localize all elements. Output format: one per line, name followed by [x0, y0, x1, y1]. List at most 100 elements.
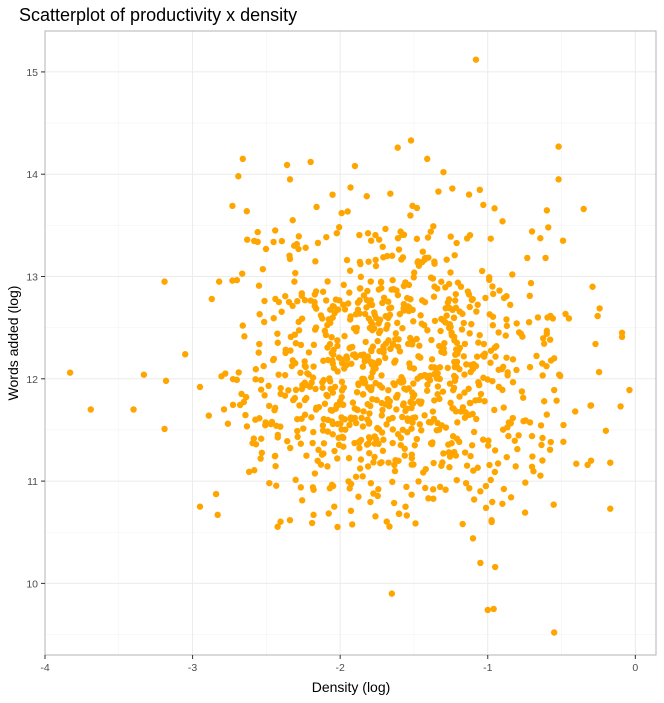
x-tick-label: -2 [335, 662, 344, 674]
scatter-point [431, 397, 438, 404]
scatter-point [256, 415, 263, 422]
scatter-point [416, 421, 424, 428]
chart-title: Scatterplot of productivity x density [19, 5, 297, 25]
scatter-point [359, 473, 366, 480]
scatter-point [297, 484, 305, 491]
scatter-point [235, 369, 242, 376]
scatter-point [392, 336, 399, 343]
x-tick-label: -3 [188, 662, 197, 674]
scatter-point [461, 449, 469, 456]
scatter-point [388, 252, 396, 259]
scatter-point [328, 349, 335, 357]
scatter-point [493, 343, 500, 350]
scatter-point [401, 452, 408, 459]
scatter-point [466, 303, 473, 311]
scatter-point [351, 162, 359, 170]
scatter-point [512, 463, 519, 470]
scatter-point [367, 479, 375, 487]
y-axis-label: Words added (log) [5, 286, 21, 401]
scatter-point [340, 384, 347, 391]
scatter-point [352, 354, 360, 361]
scatter-point [511, 437, 518, 444]
scatter-point [469, 295, 476, 303]
scatter-point [394, 144, 401, 151]
scatter-point [298, 497, 306, 504]
scatter-point [356, 231, 363, 239]
scatter-point [295, 245, 302, 253]
scatter-point [377, 460, 384, 467]
scatter-point [479, 436, 487, 443]
scatter-point [352, 311, 360, 318]
scatter-point [392, 330, 400, 337]
scatter-point [298, 415, 305, 422]
scatter-point [313, 203, 320, 211]
scatter-point [540, 340, 548, 347]
scatter-point [515, 432, 522, 439]
scatter-point [277, 518, 284, 525]
scatter-point [466, 330, 473, 337]
scatter-point [319, 288, 327, 295]
scatter-point [315, 446, 322, 454]
scatter-point [238, 390, 245, 398]
scatter-point [518, 388, 526, 395]
scatter-point [367, 498, 374, 506]
scatter-point [429, 275, 437, 282]
scatter-point [466, 399, 474, 407]
scatter-point [436, 395, 443, 403]
scatter-point [312, 258, 319, 265]
scatter-point [445, 296, 453, 303]
scatter-point [385, 459, 392, 466]
scatter-point [539, 372, 546, 379]
scatter-point [487, 359, 494, 366]
scatter-point [489, 290, 497, 298]
scatter-point [509, 356, 517, 363]
scatter-point [365, 315, 373, 322]
scatter-point [331, 503, 338, 510]
scatter-point [277, 384, 284, 392]
scatter-point [372, 256, 379, 264]
scatter-point [521, 509, 529, 516]
scatter-point [435, 188, 442, 195]
scatter-point [241, 333, 248, 340]
scatter-point [287, 347, 294, 354]
scatter-point [229, 375, 237, 383]
scatter-point [409, 414, 417, 422]
scatter-point [484, 606, 491, 614]
scatter-point [357, 260, 364, 268]
scatter-point [281, 371, 289, 379]
scatter-point [275, 371, 282, 378]
scatter-point [284, 437, 291, 445]
scatter-point [375, 320, 382, 327]
scatter-point [375, 329, 383, 337]
scatter-point [357, 456, 365, 463]
scatter-point [461, 389, 468, 396]
scatter-point [453, 339, 461, 347]
scatter-point [386, 523, 393, 530]
scatter-point [365, 258, 372, 265]
scatter-point [546, 446, 554, 453]
scatter-point [319, 384, 326, 391]
scatter-point [618, 333, 626, 341]
scatter-point [261, 318, 268, 326]
scatter-point [394, 343, 402, 351]
scatter-point [257, 376, 265, 384]
scatter-point [380, 294, 388, 301]
scatter-point [509, 271, 516, 278]
scatter-point [380, 343, 387, 350]
scatter-point [462, 479, 470, 487]
scatter-point [269, 356, 277, 364]
scatter-point [474, 301, 481, 308]
scatter-point [257, 455, 264, 462]
scatter-point [239, 155, 246, 163]
scatter-point [457, 283, 465, 290]
scatter-point [275, 298, 283, 306]
scatter-point [307, 297, 314, 304]
scatter-point [379, 243, 386, 251]
scatter-point [425, 418, 433, 426]
scatter-point [503, 322, 511, 330]
scatter-point [383, 518, 390, 525]
scatter-point [397, 434, 405, 442]
scatter-point [310, 363, 317, 370]
scatter-point [430, 459, 437, 467]
